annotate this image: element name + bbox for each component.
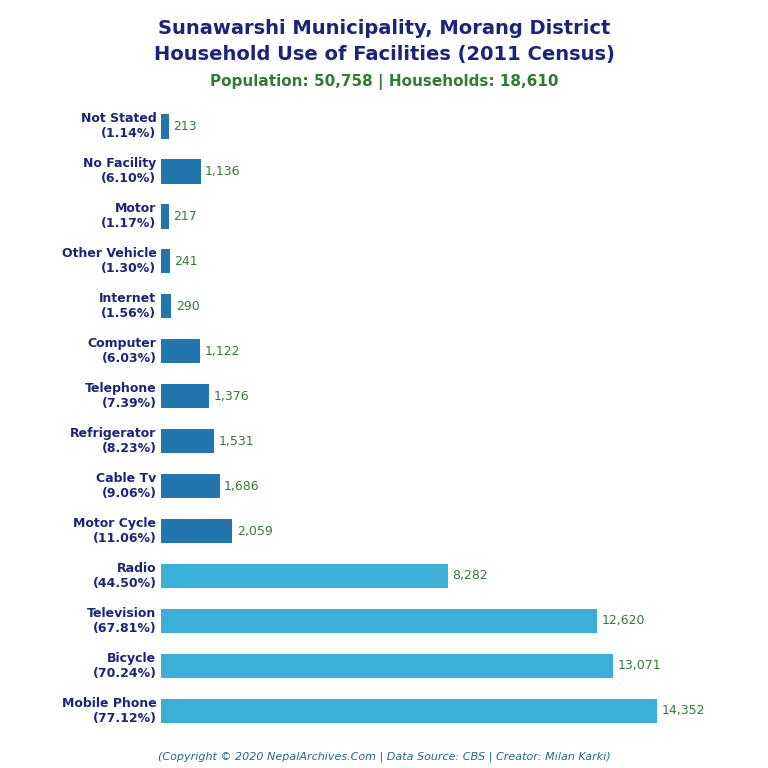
Bar [161,293,171,319]
Bar [161,608,598,634]
Text: Population: 50,758 | Households: 18,610: Population: 50,758 | Households: 18,610 [210,74,558,91]
Text: 1,136: 1,136 [205,164,240,177]
Bar [161,699,657,723]
Bar [161,159,200,184]
Bar [161,474,220,498]
Bar [161,249,170,273]
Bar [161,384,209,409]
Bar [161,114,169,138]
Text: 213: 213 [173,120,197,133]
Text: (Copyright © 2020 NepalArchives.Com | Data Source: CBS | Creator: Milan Karki): (Copyright © 2020 NepalArchives.Com | Da… [157,751,611,762]
Bar [161,204,169,229]
Text: 13,071: 13,071 [617,660,661,673]
Text: Sunawarshi Municipality, Morang District: Sunawarshi Municipality, Morang District [157,19,611,38]
Text: 1,376: 1,376 [214,389,249,402]
Text: 2,059: 2,059 [237,525,273,538]
Bar [161,518,233,544]
Bar [161,429,214,453]
Text: 1,686: 1,686 [224,479,260,492]
Bar [161,339,200,363]
Text: Household Use of Facilities (2011 Census): Household Use of Facilities (2011 Census… [154,45,614,64]
Text: 12,620: 12,620 [602,614,645,627]
Bar [161,654,613,678]
Text: 8,282: 8,282 [452,570,488,582]
Text: 241: 241 [174,255,197,267]
Text: 1,531: 1,531 [219,435,254,448]
Text: 290: 290 [176,300,200,313]
Text: 1,122: 1,122 [204,345,240,358]
Text: 217: 217 [174,210,197,223]
Bar [161,564,448,588]
Text: 14,352: 14,352 [662,704,705,717]
